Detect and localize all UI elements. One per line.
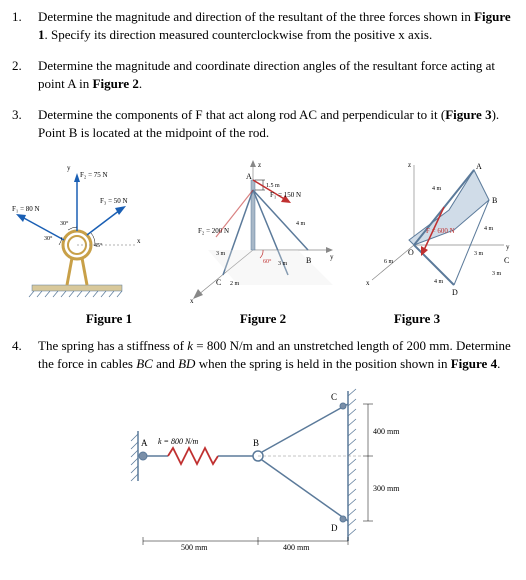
problem-text-1: Determine the magnitude and direction of… xyxy=(38,8,514,43)
p4-t5: . xyxy=(497,356,500,371)
f1-a1: 30° xyxy=(44,235,53,242)
f2-dr: 4 m xyxy=(296,221,306,227)
p1-t3: . Specify its direction measured counter… xyxy=(45,27,433,42)
f1-a3: 45° xyxy=(94,242,103,249)
f1-a2: 30° xyxy=(60,220,69,227)
p4-bc: BC xyxy=(136,356,153,371)
problem-text-3: Determine the components of F that act a… xyxy=(38,106,514,141)
p1-t1: Determine the magnitude and direction of… xyxy=(38,9,474,24)
problem-text-2: Determine the magnitude and coordinate d… xyxy=(38,57,514,92)
figure-2-svg: y z x A 1.5 m B C xyxy=(168,155,338,305)
figure-2: y z x A 1.5 m B C xyxy=(168,155,338,305)
caption-1: Figure 1 xyxy=(32,311,186,327)
figure-1-svg: x F₂ = 75 N F₁ = 80 N F₃ = 50 N 30° 30° … xyxy=(12,155,142,305)
f4-D: D xyxy=(331,523,338,533)
f2-x: x xyxy=(190,297,194,305)
f2-y: y xyxy=(330,253,334,261)
p4-t3: and xyxy=(153,356,178,371)
f3-d6: 3 m xyxy=(492,271,502,277)
problem-4: 4. The spring has a stiffness of k = 800… xyxy=(12,337,514,372)
f2-ds: 3 m xyxy=(278,261,288,267)
p3-t1: Determine the components of F that act a… xyxy=(38,107,445,122)
f4-A: A xyxy=(141,438,148,448)
f3-d3: 6 m xyxy=(384,259,394,265)
p2-fig: Figure 2 xyxy=(93,76,139,91)
f3-d1: 4 m xyxy=(432,186,442,192)
problem-1: 1. Determine the magnitude and direction… xyxy=(12,8,514,43)
f1-f2: F₂ = 75 N xyxy=(80,171,108,179)
p4-bd: BD xyxy=(178,356,195,371)
problem-3: 3. Determine the components of F that ac… xyxy=(12,106,514,141)
f3-A: A xyxy=(476,162,482,171)
caption-2: Figure 2 xyxy=(186,311,340,327)
problem-text-4: The spring has a stiffness of k = 800 N/… xyxy=(38,337,514,372)
f2-B: B xyxy=(306,256,311,265)
problem-num-3: 3. xyxy=(12,106,38,141)
f4-dl: 500 mm xyxy=(181,543,208,551)
f3-y: y xyxy=(506,243,510,251)
f4-dbr: 300 mm xyxy=(373,484,400,493)
f3-d5: 3 m xyxy=(474,251,484,257)
f2-db: 2 m xyxy=(230,281,240,287)
f3-d4: 4 m xyxy=(434,279,444,285)
figure-1: x F₂ = 75 N F₁ = 80 N F₃ = 50 N 30° 30° … xyxy=(12,155,142,305)
f1-f3: F₃ = 50 N xyxy=(100,197,128,205)
f2-A: A xyxy=(246,172,252,181)
f3-O: O xyxy=(408,248,414,257)
problem-num-4: 4. xyxy=(12,337,38,372)
f4-dtr: 400 mm xyxy=(373,427,400,436)
p4-t4: when the spring is held in the position … xyxy=(195,356,450,371)
p4-t1: The spring has a stiffness of xyxy=(38,338,187,353)
f3-C: C xyxy=(504,256,509,265)
f1-f1: F₁ = 80 N xyxy=(12,205,40,213)
captions-row: Figure 1 Figure 2 Figure 3 xyxy=(12,311,514,327)
p3-fig: Figure 3 xyxy=(445,107,491,122)
figure-4-svg: A k = 800 N/m B C D 500 mm 400 mm 400 mm… xyxy=(113,386,413,551)
f3-B: B xyxy=(492,196,497,205)
f2-dl: 3 m xyxy=(216,251,226,257)
f3-D: D xyxy=(452,288,458,297)
problem-num-2: 2. xyxy=(12,57,38,92)
f3-x: x xyxy=(366,279,370,287)
svg-text:x: x xyxy=(137,237,141,245)
p1-fig: Figure xyxy=(474,9,511,24)
figures-row: x F₂ = 75 N F₁ = 80 N F₃ = 50 N 30° 30° … xyxy=(12,155,514,305)
f3-d2: 4 m xyxy=(484,226,494,232)
f4-dm: 400 mm xyxy=(283,543,310,551)
problem-num-1: 1. xyxy=(12,8,38,43)
p4-fig: Figure 4 xyxy=(451,356,497,371)
svg-text:y: y xyxy=(67,164,71,172)
problem-2: 2. Determine the magnitude and coordinat… xyxy=(12,57,514,92)
figure-4: A k = 800 N/m B C D 500 mm 400 mm 400 mm… xyxy=(12,386,514,551)
f2-z: z xyxy=(258,161,261,169)
f2-f2: F₂ = 200 N xyxy=(198,227,229,235)
p2-t2: . xyxy=(139,76,142,91)
f2-C: C xyxy=(216,278,221,287)
f2-dtop: 1.5 m xyxy=(266,183,280,189)
f4-k: k = 800 N/m xyxy=(158,437,199,446)
f4-C: C xyxy=(331,392,337,402)
f3-z: z xyxy=(408,161,411,169)
figure-3-svg: y z x A B O D C F = 600 N 4 m 4 m 6 m 4 … xyxy=(364,155,514,305)
caption-3: Figure 3 xyxy=(340,311,494,327)
f3-F: F = 600 N xyxy=(426,227,455,235)
f2-ang: 60° xyxy=(263,258,272,265)
f4-B: B xyxy=(253,438,259,448)
f2-f1: F₁ = 150 N xyxy=(270,191,301,199)
figure-3: y z x A B O D C F = 600 N 4 m 4 m 6 m 4 … xyxy=(364,155,514,305)
